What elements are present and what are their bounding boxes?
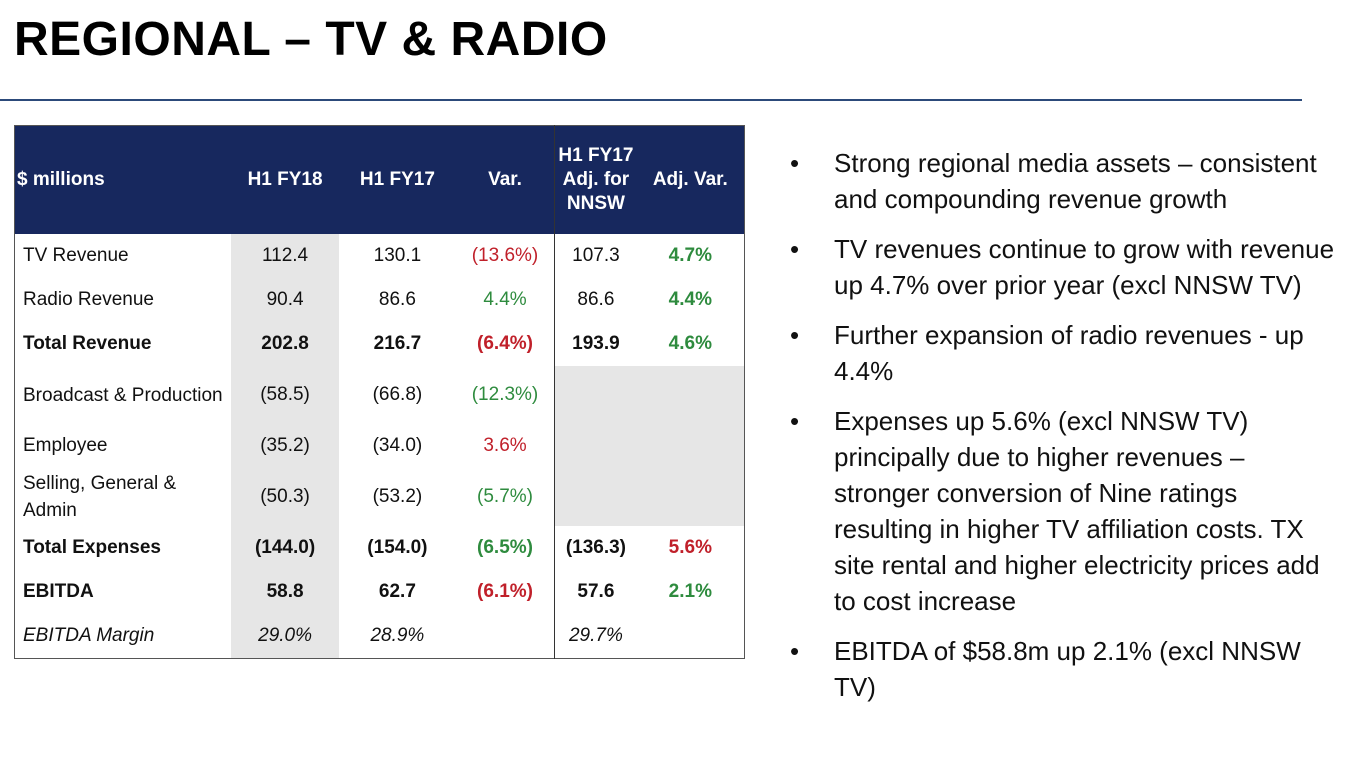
title-divider (0, 99, 1302, 101)
cell-h1fy17: 62.7 (378, 581, 416, 602)
commentary-bullets: • Strong regional media assets – consiste… (790, 145, 1335, 719)
cell-adj-var (636, 468, 745, 526)
table-row: Broadcast & Production (58.5) (66.8) (12… (15, 366, 745, 424)
cell-var: 4.4% (483, 289, 527, 310)
row-label: EBITDA Margin (23, 625, 155, 646)
cell-adj-var (636, 424, 745, 468)
cell-adj-var (637, 614, 745, 659)
bullet-item: • Expenses up 5.6% (excl NNSW TV) princip… (790, 403, 1335, 619)
row-label: TV Revenue (23, 245, 129, 266)
bullet-item: • TV revenues continue to grow with reven… (790, 231, 1335, 303)
cell-h1fy18: (35.2) (231, 424, 339, 468)
column-header-adjusted: H1 FY17 Adj. for NNSW (554, 125, 637, 234)
cell-h1fy17: (154.0) (367, 537, 428, 558)
table-row: TV Revenue 112.4 130.1 (13.6%) 107.3 4.7… (15, 234, 745, 278)
cell-h1fy17: (53.2) (372, 486, 423, 507)
row-label: Radio Revenue (23, 289, 154, 310)
cell-h1fy18: (50.3) (231, 468, 339, 526)
row-label: Broadcast & Production (23, 384, 223, 406)
bullet-text: Expenses up 5.6% (excl NNSW TV) principa… (834, 406, 1320, 616)
bullet-glyph: • (790, 148, 800, 178)
row-label: Total Revenue (23, 333, 152, 354)
cell-adj-var: 5.6% (668, 537, 712, 558)
cell-h1fy18: (58.5) (231, 366, 339, 424)
bullet-glyph: • (790, 406, 800, 436)
cell-h1fy18: 29.0% (231, 614, 339, 659)
cell-var: (12.3%) (471, 384, 539, 405)
cell-adjusted: 86.6 (554, 278, 637, 322)
cell-var: 3.6% (483, 435, 527, 456)
column-header-label: $ millions (14, 125, 232, 234)
cell-h1fy17: 28.9% (370, 625, 425, 646)
cell-h1fy17: 86.6 (378, 289, 416, 310)
cell-h1fy18: 112.4 (231, 234, 339, 278)
table-header-row: $ millions H1 FY18 H1 FY17 Var. H1 FY17 … (14, 125, 745, 234)
cell-var: (5.7%) (477, 486, 533, 507)
table-row: Radio Revenue 90.4 86.6 4.4% 86.6 4.4% (15, 278, 745, 322)
cell-adjusted: 57.6 (554, 570, 637, 614)
cell-h1fy18: 58.8 (231, 570, 339, 614)
bullet-text: Further expansion of radio revenues - up… (834, 320, 1304, 386)
cell-adjusted (554, 424, 637, 468)
cell-h1fy18: (144.0) (231, 526, 339, 570)
cell-adj-var: 2.1% (668, 581, 712, 602)
cell-adjusted (554, 366, 637, 424)
financial-table: $ millions H1 FY18 H1 FY17 Var. H1 FY17 … (14, 125, 745, 659)
cell-var (456, 614, 555, 659)
column-header-adj-var: Adj. Var. (636, 125, 745, 234)
bullet-item: • Further expansion of radio revenues - u… (790, 317, 1335, 389)
table-row: Employee (35.2) (34.0) 3.6% (15, 424, 745, 468)
row-label: Selling, General & Admin (23, 473, 177, 521)
cell-adjusted: 193.9 (554, 322, 637, 366)
row-label: Total Expenses (23, 537, 161, 558)
cell-h1fy17: (34.0) (372, 435, 423, 456)
cell-adj-var: 4.6% (668, 333, 712, 354)
column-header-h1fy18: H1 FY18 (231, 125, 339, 234)
cell-var: (6.5%) (477, 537, 533, 558)
page-title: REGIONAL – TV & RADIO (14, 13, 608, 66)
bullet-glyph: • (790, 320, 800, 350)
cell-adj-var: 4.4% (668, 289, 712, 310)
table-row: Total Revenue 202.8 216.7 (6.4%) 193.9 4… (15, 322, 745, 366)
cell-var: (6.1%) (477, 581, 533, 602)
cell-var: (13.6%) (471, 245, 539, 266)
cell-h1fy17: (66.8) (372, 384, 423, 405)
cell-adjusted (554, 468, 637, 526)
bullet-glyph: • (790, 234, 800, 264)
cell-h1fy18: 202.8 (231, 322, 339, 366)
table-row: EBITDA Margin 29.0% 28.9% 29.7% (15, 614, 745, 659)
row-label: Employee (23, 435, 108, 456)
column-header-h1fy17: H1 FY17 (338, 125, 456, 234)
bullet-glyph: • (790, 636, 800, 666)
table-row: EBITDA 58.8 62.7 (6.1%) 57.6 2.1% (15, 570, 745, 614)
table-row: Selling, General & Admin (50.3) (53.2) (… (15, 468, 745, 526)
cell-h1fy17: 130.1 (373, 245, 422, 266)
cell-adjusted: 29.7% (554, 614, 637, 659)
bullet-item: • Strong regional media assets – consiste… (790, 145, 1335, 217)
cell-h1fy17: 216.7 (373, 333, 422, 354)
cell-h1fy18: 90.4 (231, 278, 339, 322)
table-row: Total Expenses (144.0) (154.0) (6.5%) (1… (15, 526, 745, 570)
bullet-text: TV revenues continue to grow with revenu… (834, 234, 1335, 300)
cell-adjusted: 107.3 (554, 234, 637, 278)
cell-adjusted: (136.3) (554, 526, 637, 570)
cell-adj-var: 4.7% (668, 245, 712, 266)
bullet-text: EBITDA of $58.8m up 2.1% (excl NNSW TV) (834, 636, 1301, 702)
row-label: EBITDA (23, 581, 94, 602)
bullet-item: • EBITDA of $58.8m up 2.1% (excl NNSW TV) (790, 633, 1335, 705)
column-header-var: Var. (455, 125, 555, 234)
cell-var: (6.4%) (477, 333, 533, 354)
bullet-text: Strong regional media assets – consisten… (834, 148, 1317, 214)
cell-adj-var (636, 366, 745, 424)
